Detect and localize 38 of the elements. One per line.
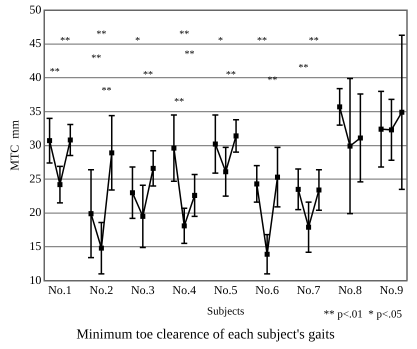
annotation: * (135, 36, 140, 47)
annotation: ** (226, 69, 236, 80)
y-tick-label: 30 (29, 138, 42, 152)
annotation: ** (50, 66, 60, 78)
annotation: ** (256, 36, 267, 47)
text: ** p<.01 * p<.05 (324, 308, 402, 320)
y-tick-label: 40 (29, 70, 42, 84)
annotation: ** (184, 49, 194, 60)
x-tick-label: No.4 (172, 282, 196, 297)
x-tick-label: No.5 (214, 282, 238, 297)
annotation: ** (96, 28, 106, 40)
x-tick-label: No.2 (90, 282, 114, 297)
annotation: ** (102, 86, 112, 97)
y-tick-label: 45 (29, 36, 42, 50)
x-tick-label: No.3 (130, 282, 155, 297)
y-tick-label: 20 (29, 205, 42, 220)
annotation: ** (91, 53, 102, 64)
text: Minimum toe clearence of each subject's gaits (76, 327, 335, 342)
y-tick-label: 25 (29, 171, 42, 186)
y-axis-title: MTC mm (7, 119, 22, 171)
annotation: ** (174, 96, 184, 108)
annotation: ** (179, 28, 190, 40)
annotation: ** (267, 74, 278, 86)
x-tick-label: No.9 (380, 282, 404, 297)
annotation: ** (60, 36, 70, 47)
annotation: * (218, 36, 224, 47)
x-tick-label: No.7 (296, 282, 320, 297)
x-axis-title: Subjects (207, 305, 244, 318)
annotation: ** (298, 62, 308, 74)
x-tick-label: No.1 (48, 282, 72, 297)
y-tick-label: 50 (29, 2, 42, 16)
y-tick-label: 15 (29, 238, 42, 253)
y-tick-label: 35 (29, 104, 42, 118)
x-tick-label: No.6 (255, 282, 279, 297)
x-tick-label: No.8 (338, 282, 362, 297)
annotation: ** (143, 69, 153, 80)
annotation: ** (308, 36, 319, 47)
y-tick-label: 10 (29, 272, 42, 287)
